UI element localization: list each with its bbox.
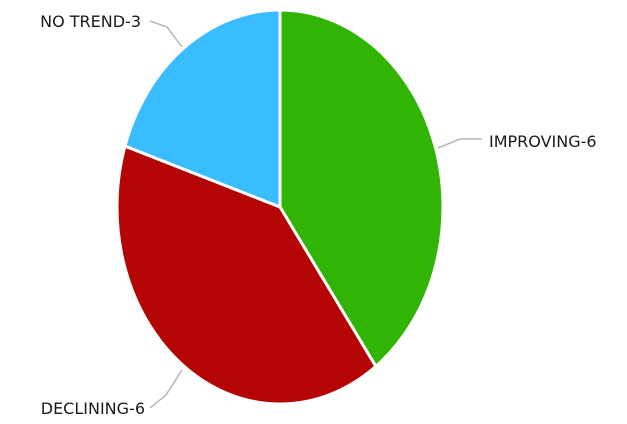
pie-slices bbox=[115, 8, 445, 406]
pie-slice-no-trend bbox=[123, 8, 282, 209]
leader-line-no-trend bbox=[149, 20, 183, 48]
pie-slice-improving bbox=[278, 8, 445, 368]
leader-line-improving bbox=[437, 138, 482, 149]
pie-slice-declining bbox=[115, 144, 378, 406]
slice-label-declining: DECLINING-6 bbox=[41, 399, 145, 418]
slice-label-improving: IMPROVING-6 bbox=[489, 132, 597, 151]
leader-line-declining bbox=[149, 369, 183, 409]
slice-label-no-trend: NO TREND-3 bbox=[40, 12, 141, 31]
pie-leader-lines bbox=[149, 20, 482, 409]
pie-labels: IMPROVING-6 DECLINING-6 NO TREND-3 bbox=[40, 12, 596, 418]
